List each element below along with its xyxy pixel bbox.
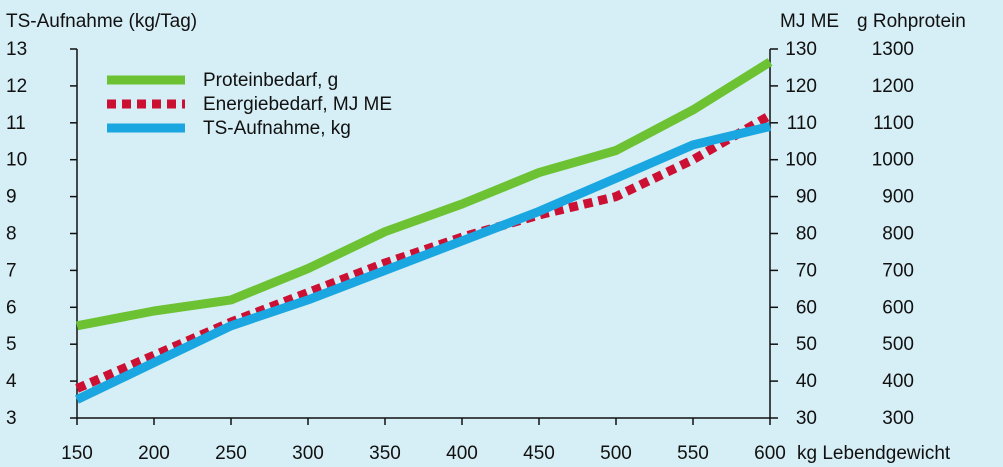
- y-right-mj-tick-label: 110: [787, 113, 817, 134]
- y-right-mj-tick-label: 50: [796, 334, 817, 355]
- series-layer: [75, 58, 773, 404]
- y-right-mj-tick-label: 90: [796, 187, 817, 208]
- y-left-tick-label: 5: [6, 334, 17, 355]
- x-tick-label: 350: [369, 443, 401, 464]
- y-left-tick-label: 9: [6, 187, 17, 208]
- right-axis-title-protein: g Rohprotein: [857, 11, 966, 32]
- y-right-mj-tick-label: 70: [796, 260, 817, 281]
- x-tick-label: 250: [215, 443, 247, 464]
- legend: Proteinbedarf, g Energiebedarf, MJ ME TS-A…: [107, 70, 392, 139]
- y-left-tick-label: 4: [6, 371, 17, 392]
- series-line-0: [76, 58, 773, 331]
- y-right-mj-tick-label: 120: [785, 76, 817, 97]
- y-left-tick-label: 12: [6, 76, 27, 97]
- x-tick-label: 300: [292, 443, 324, 464]
- y-left-tick-label: 10: [6, 150, 27, 171]
- y-left-tick-label: 3: [6, 408, 17, 429]
- y-right-protein-tick-label: 1000: [872, 150, 914, 171]
- x-tick-label: 200: [138, 443, 170, 464]
- y-right-mj-tick-label: 40: [796, 371, 817, 392]
- y-left-tick-label: 13: [6, 39, 27, 60]
- series-line-1: [75, 111, 773, 393]
- x-tick-label: 500: [600, 443, 632, 464]
- legend-label-1: Energiebedarf, MJ ME: [203, 94, 392, 115]
- y-right-mj-tick-label: 130: [785, 39, 817, 60]
- y-right-protein-tick-label: 1100: [873, 113, 914, 134]
- y-right-protein-tick-label: 500: [882, 334, 914, 355]
- y-right-mj-tick-label: 80: [796, 224, 817, 245]
- x-axis-title: kg Lebendgewicht: [797, 443, 951, 464]
- y-right-mj-tick-label: 30: [796, 408, 817, 429]
- y-right-protein-tick-label: 600: [882, 297, 914, 318]
- legend-label-2: TS-Aufnahme, kg: [203, 118, 351, 139]
- right-axis-title-mj: MJ ME: [780, 11, 839, 32]
- y-left-tick-label: 8: [6, 224, 17, 245]
- x-tick-label: 450: [523, 443, 555, 464]
- x-tick-label: 550: [677, 443, 709, 464]
- axes: 3 4 5 6 7 8 9 10 11 12 13 30 40 50 60 70 80 90 100 110 120 13…: [6, 39, 914, 464]
- y-left-tick-label: 11: [6, 113, 26, 134]
- left-axis-title: TS-Aufnahme (kg/Tag): [6, 11, 197, 32]
- y-right-protein-tick-label: 400: [882, 371, 914, 392]
- y-right-mj-tick-label: 100: [785, 150, 817, 171]
- y-left-tick-label: 7: [6, 260, 17, 281]
- y-right-protein-tick-label: 1300: [872, 39, 914, 60]
- series-line-2: [75, 122, 772, 404]
- x-tick-label: 400: [446, 443, 478, 464]
- legend-label-0: Proteinbedarf, g: [203, 70, 338, 91]
- y-right-mj-tick-label: 60: [796, 297, 817, 318]
- y-right-protein-tick-label: 300: [882, 408, 914, 429]
- x-tick-label: 150: [61, 443, 93, 464]
- y-left-tick-label: 6: [6, 297, 17, 318]
- y-right-protein-tick-label: 900: [882, 187, 914, 208]
- y-right-protein-tick-label: 1200: [872, 76, 914, 97]
- y-right-protein-tick-label: 800: [882, 224, 914, 245]
- x-tick-label: 600: [754, 443, 786, 464]
- y-right-protein-tick-label: 700: [882, 260, 914, 281]
